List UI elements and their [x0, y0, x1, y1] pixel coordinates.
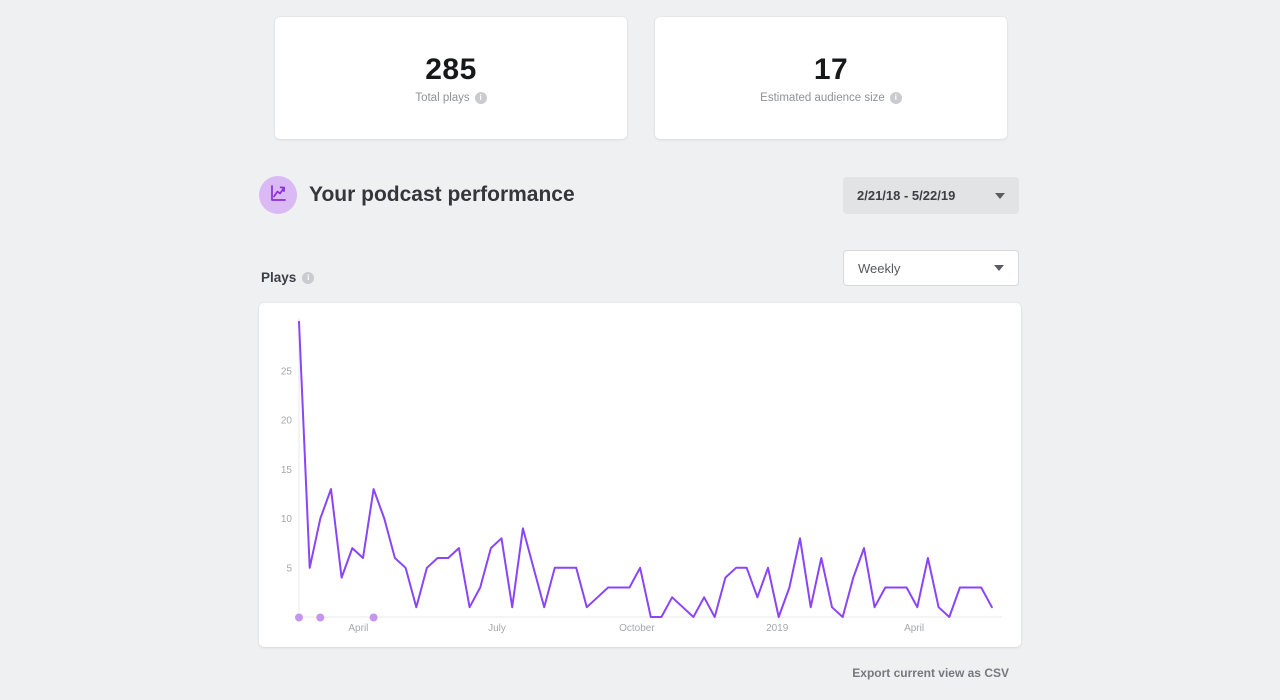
- info-icon[interactable]: i: [889, 91, 902, 104]
- x-axis-label: 2019: [766, 623, 789, 634]
- episode-marker-dot[interactable]: [369, 613, 378, 622]
- date-range-dropdown[interactable]: 2/21/18 - 5/22/19: [843, 177, 1019, 214]
- plays-chart-card: 5 10 15 20 25 April July October 2019 April: [259, 303, 1021, 647]
- y-tick-label: 5: [286, 563, 292, 574]
- plays-chart-svg[interactable]: 5 10 15 20 25 April July October 2019 April: [259, 303, 1021, 647]
- audience-size-value: 17: [813, 52, 849, 86]
- line-chart-icon: [267, 182, 289, 209]
- audience-size-card: 17 Estimated audience size i: [655, 17, 1007, 139]
- plays-label-row: Plays i: [261, 270, 315, 285]
- x-axis-label: July: [488, 623, 506, 634]
- audience-size-label: Estimated audience size: [760, 91, 885, 104]
- plays-line[interactable]: [298, 320, 993, 618]
- x-axis-label: October: [619, 623, 655, 634]
- x-axis-label: April: [904, 623, 924, 634]
- performance-section-title: Your podcast performance: [309, 183, 575, 206]
- performance-section-icon-circle: [259, 176, 297, 214]
- caret-down-icon: [995, 192, 1005, 199]
- info-icon[interactable]: i: [302, 271, 315, 284]
- y-tick-label: 20: [281, 416, 293, 427]
- episode-marker-dot[interactable]: [295, 613, 303, 622]
- interval-dropdown[interactable]: Weekly: [843, 250, 1019, 286]
- episode-marker-dot[interactable]: [316, 613, 325, 622]
- info-icon[interactable]: i: [474, 91, 487, 104]
- plays-metric-label: Plays: [261, 270, 297, 285]
- total-plays-value: 285: [425, 52, 477, 86]
- y-tick-label: 15: [281, 465, 293, 476]
- y-tick-label: 25: [281, 367, 293, 378]
- total-plays-card: 285 Total plays i: [275, 17, 627, 139]
- export-csv-link[interactable]: Export current view as CSV: [852, 666, 1009, 680]
- x-axis-label: April: [348, 623, 368, 634]
- y-tick-label: 10: [281, 514, 293, 525]
- caret-down-icon: [994, 265, 1004, 271]
- interval-value: Weekly: [858, 260, 901, 276]
- total-plays-label: Total plays: [415, 91, 470, 104]
- date-range-value: 2/21/18 - 5/22/19: [857, 188, 956, 203]
